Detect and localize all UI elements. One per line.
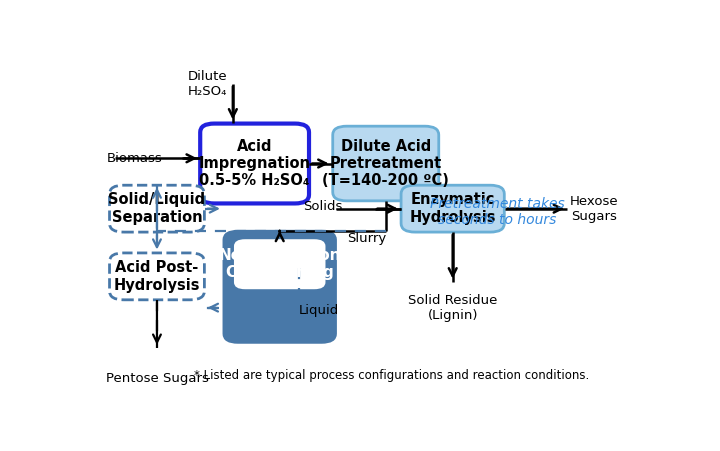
Text: Enzymatic
Hydrolysis: Enzymatic Hydrolysis [410,193,496,225]
Text: Slurry: Slurry [347,232,386,245]
Text: Solids: Solids [303,200,342,213]
FancyBboxPatch shape [109,185,204,232]
Text: * Listed are typical process configurations and reaction conditions.: * Listed are typical process configurati… [194,369,589,382]
FancyBboxPatch shape [200,124,309,203]
Text: Liquid: Liquid [300,304,340,317]
FancyBboxPatch shape [234,239,325,289]
Text: Hexose
Sugars: Hexose Sugars [570,195,618,223]
Text: Pentose Sugars: Pentose Sugars [106,372,208,385]
Text: Dilute
H₂SO₄: Dilute H₂SO₄ [188,70,228,98]
Text: Dilute Acid
Pretreatment
(T=140-200 ºC): Dilute Acid Pretreatment (T=140-200 ºC) [323,138,449,189]
Text: Biomass: Biomass [107,152,163,165]
FancyBboxPatch shape [224,231,336,342]
Text: Solid/Liquid
Separation: Solid/Liquid Separation [109,193,205,225]
FancyBboxPatch shape [109,253,204,300]
FancyBboxPatch shape [401,185,504,232]
Text: Pretreatment takes
seconds to hours: Pretreatment takes seconds to hours [430,197,564,227]
FancyBboxPatch shape [333,126,438,201]
Text: Acid Post-
Hydrolysis: Acid Post- Hydrolysis [114,260,200,293]
Text: Solid Residue
(Lignin): Solid Residue (Lignin) [408,294,498,322]
Text: Acid
Impregnation
0.5-5% H₂SO₄: Acid Impregnation 0.5-5% H₂SO₄ [199,138,310,189]
Text: Neutralization
Conditioning: Neutralization Conditioning [218,248,341,281]
